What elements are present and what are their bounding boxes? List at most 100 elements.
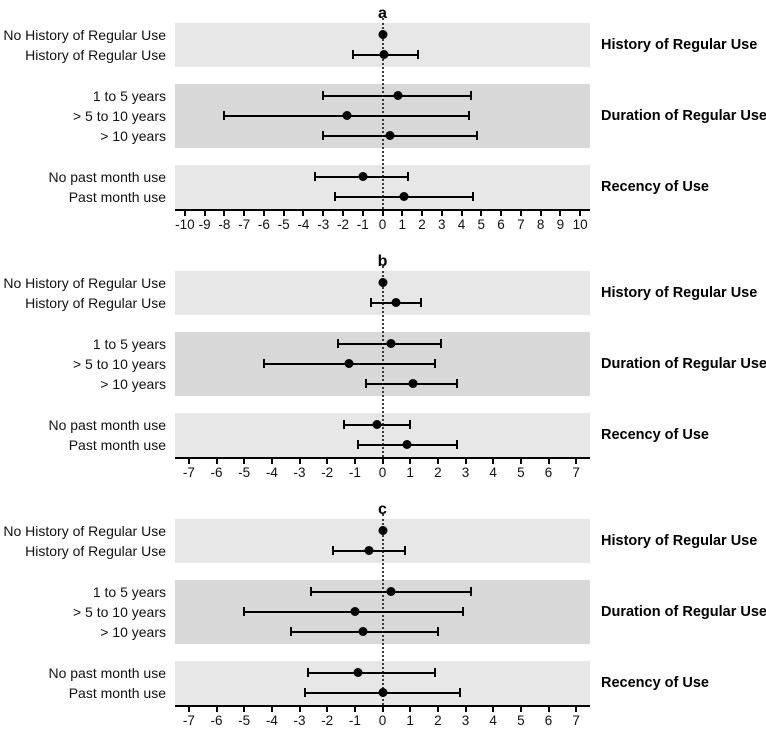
- axis-tick-label: 3: [438, 217, 446, 232]
- row-label: No past month use: [48, 665, 166, 681]
- row-label: Past month use: [68, 437, 166, 453]
- axis-tick: [381, 211, 384, 216]
- axis-tick: [460, 211, 463, 216]
- forest-row: [175, 354, 590, 374]
- axis-tick-label: -2: [336, 217, 349, 232]
- axis-tick: [492, 459, 495, 464]
- axis-tick: [298, 707, 301, 712]
- axis-tick-label: 3: [461, 713, 470, 728]
- point-estimate-dot: [378, 278, 387, 287]
- axis-tick: [262, 211, 265, 216]
- row-label: History of Regular Use: [25, 543, 166, 559]
- band-gap: [0, 396, 175, 413]
- axis-tick: [215, 459, 218, 464]
- ci-cap-left: [351, 50, 354, 59]
- forest-row: [175, 273, 590, 293]
- axis-tick: [270, 459, 273, 464]
- ci-cap-right: [476, 131, 479, 140]
- row-label-block: No past month use Past month use: [0, 165, 175, 209]
- axis-tick: [547, 707, 550, 712]
- ci-cap-left: [262, 359, 265, 368]
- band-gap: [590, 396, 766, 413]
- zero-reference-line: [381, 18, 384, 209]
- row-label-block: No past month use Past month use: [0, 661, 175, 705]
- point-estimate-dot: [353, 668, 363, 677]
- row-label-block: No History of Regular Use History of Regu…: [0, 23, 175, 67]
- axis-tick: [539, 211, 542, 216]
- point-estimate-dot: [378, 30, 387, 39]
- row-label-block: 1 to 5 years > 5 to 10 years > 10 years: [0, 580, 175, 644]
- group-label-block: Recency of Use: [590, 165, 766, 209]
- row-labels-column: No History of Regular Use History of Regu…: [0, 519, 175, 732]
- row-label: Past month use: [68, 685, 166, 701]
- group-label-block: Duration of Regular Use: [590, 332, 766, 396]
- row-label-block: 1 to 5 years > 5 to 10 years > 10 years: [0, 332, 175, 396]
- axis-tick-label: -2: [321, 713, 334, 728]
- axis-tick-label: -5: [238, 713, 251, 728]
- axis-tick-label: 7: [572, 465, 580, 480]
- ci-cap-right: [434, 668, 437, 677]
- panel-b: b No History of Regular Use History of Reg…: [0, 252, 766, 484]
- panel-title: b: [377, 253, 388, 270]
- x-axis-line: [175, 209, 590, 211]
- forest-row: [175, 187, 590, 207]
- axis-tick: [519, 707, 522, 712]
- axis-tick: [579, 211, 582, 216]
- axis-tick-label: 10: [572, 217, 588, 232]
- forest-row: [175, 334, 590, 354]
- row-label: No past month use: [48, 417, 166, 433]
- panel-body: No History of Regular Use History of Regu…: [0, 514, 766, 732]
- group-label: Duration of Regular Use: [601, 604, 766, 620]
- point-estimate-dot: [378, 526, 387, 535]
- axis-tick: [270, 707, 273, 712]
- axis-tick: [381, 707, 384, 712]
- group-label: Recency of Use: [601, 427, 709, 443]
- group-label: History of Regular Use: [601, 37, 758, 53]
- axis-tick: [203, 211, 206, 216]
- axis-tick-label: -6: [257, 217, 270, 232]
- axis-tick: [215, 707, 218, 712]
- x-axis-line: [175, 705, 590, 707]
- axis-tick-label: 4: [489, 713, 497, 728]
- axis-tick-label: 7: [572, 713, 580, 728]
- axis-tick-label: 6: [497, 217, 505, 232]
- ci-cap-right: [407, 172, 410, 181]
- axis-tick: [341, 211, 344, 216]
- axis-tick-label: -4: [265, 713, 278, 728]
- forest-row: [175, 25, 590, 45]
- axis-tick: [464, 459, 467, 464]
- row-label: 1 to 5 years: [92, 584, 166, 600]
- row-label-block: No History of Regular Use History of Regu…: [0, 271, 175, 315]
- group-label-block: History of Regular Use: [590, 23, 766, 67]
- row-label: 1 to 5 years: [92, 88, 166, 104]
- ci-cap-left: [306, 668, 309, 677]
- axis-tick: [436, 459, 439, 464]
- ci-cap-left: [223, 111, 226, 120]
- plot-column: -7 -6 -5 -4 -3 -2 -1 0 1 2 3 4 5 6 7: [175, 266, 590, 484]
- group-label-block: Recency of Use: [590, 413, 766, 457]
- bands-wrap: [175, 266, 590, 457]
- forest-row: [175, 683, 590, 703]
- band-gap: [590, 644, 766, 661]
- point-estimate-dot: [399, 192, 409, 201]
- group-labels-column: History of Regular Use Duration of Regula…: [590, 23, 766, 236]
- row-label: No History of Regular Use: [3, 275, 166, 291]
- x-axis-line: [175, 457, 590, 459]
- group-label: Recency of Use: [601, 179, 709, 195]
- point-estimate-dot: [385, 131, 395, 140]
- band-gap: [0, 315, 175, 332]
- bands-wrap: [175, 18, 590, 209]
- axis-tick-label: -7: [182, 465, 195, 480]
- ci-cap-left: [342, 420, 345, 429]
- group-labels-column: History of Regular Use Duration of Regula…: [590, 519, 766, 732]
- row-label-block: 1 to 5 years > 5 to 10 years > 10 years: [0, 84, 175, 148]
- x-axis: -10 -9 -8 -7 -6 -5 -4 -3 -2 -1 0 1 2 3 4 5 6 7 8 9 10: [175, 209, 590, 236]
- forest-row: [175, 663, 590, 683]
- group-label: History of Regular Use: [601, 285, 758, 301]
- ci-cap-right: [456, 379, 459, 388]
- point-estimate-dot: [372, 420, 382, 429]
- axis-tick-label: -8: [218, 217, 231, 232]
- row-label: > 10 years: [100, 128, 166, 144]
- zero-reference-line: [381, 266, 384, 457]
- axis-tick: [243, 211, 246, 216]
